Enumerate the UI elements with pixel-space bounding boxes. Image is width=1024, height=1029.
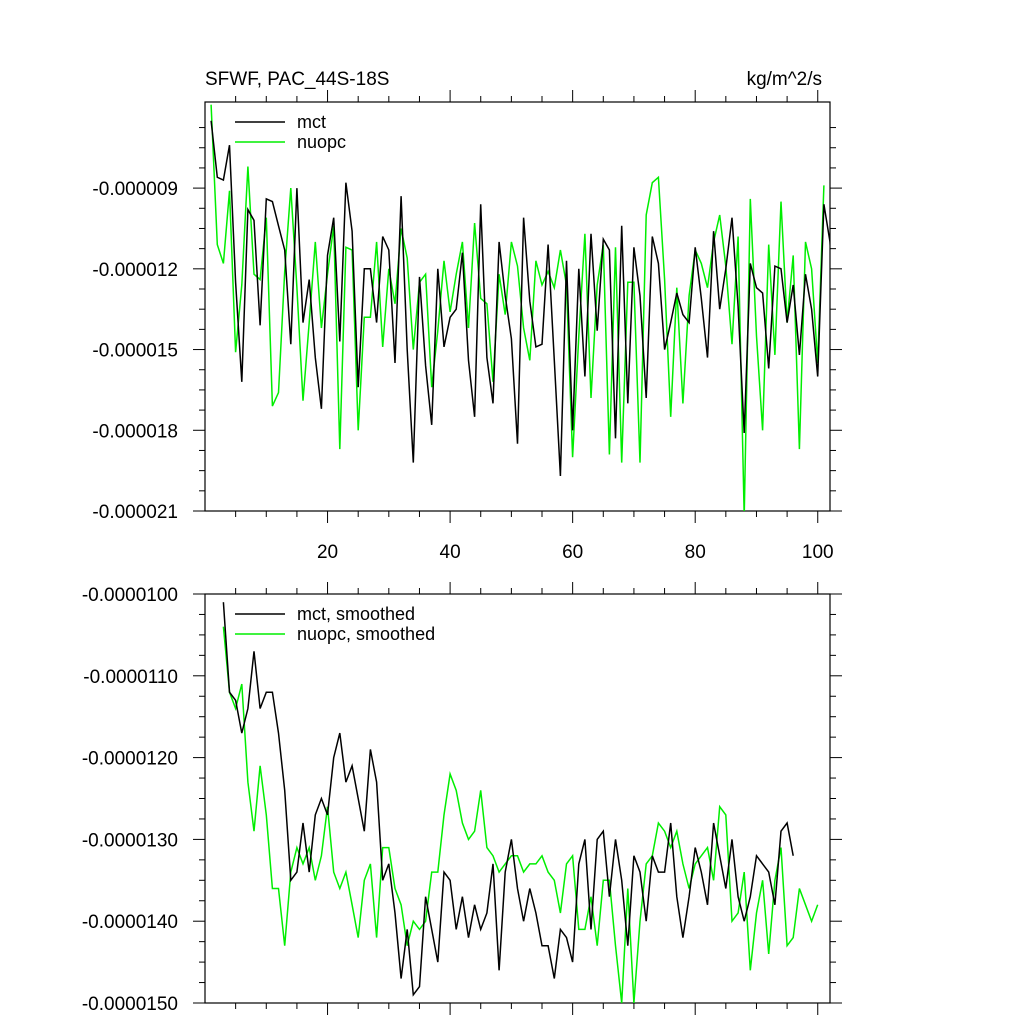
series-line-0 [222,602,794,997]
x-tick-label: 60 [562,542,583,563]
top-panel: 20 40 60 80 100 -0.000009 -0.000012 -0.000015 -0… [92,90,842,563]
y-tick-label: -0.000021 [92,502,178,523]
y-tick-label: -0.000012 [92,260,178,281]
y-tick-label: -0.000018 [92,421,178,442]
y-tick-label: -0.0000150 [82,994,178,1015]
x-tick-label: 20 [317,542,338,563]
series-line-0 [210,120,830,477]
x-tick-label: 100 [802,542,834,563]
legend-label-1: nuopc, smoothed [297,624,435,644]
bottom-panel: -0.0000100 -0.0000110 -0.0000120 -0.0000130… [82,582,842,1015]
chart-title-left: SFWF, PAC_44S-18S [205,69,389,90]
y-tick-label: -0.0000120 [82,749,178,770]
y-tick-label: -0.0000140 [82,912,178,933]
series-line-1 [210,104,825,511]
legend-label-1: nuopc [297,132,346,152]
y-tick-label: -0.0000130 [82,830,178,851]
plot-frame [204,593,831,1004]
x-tick-label: 40 [440,542,461,563]
series-line-1 [222,626,819,1003]
y-tick-label: -0.000009 [92,179,178,200]
legend-label-0: mct [297,112,326,132]
y-tick-label: -0.0000110 [83,667,178,688]
plot-frame [204,101,831,512]
chart-units-label: kg/m^2/s [747,69,822,90]
y-tick-label: -0.000015 [92,341,178,362]
x-tick-label: 80 [685,542,706,563]
legend-label-0: mct, smoothed [297,604,415,624]
y-tick-label: -0.0000100 [82,585,178,606]
